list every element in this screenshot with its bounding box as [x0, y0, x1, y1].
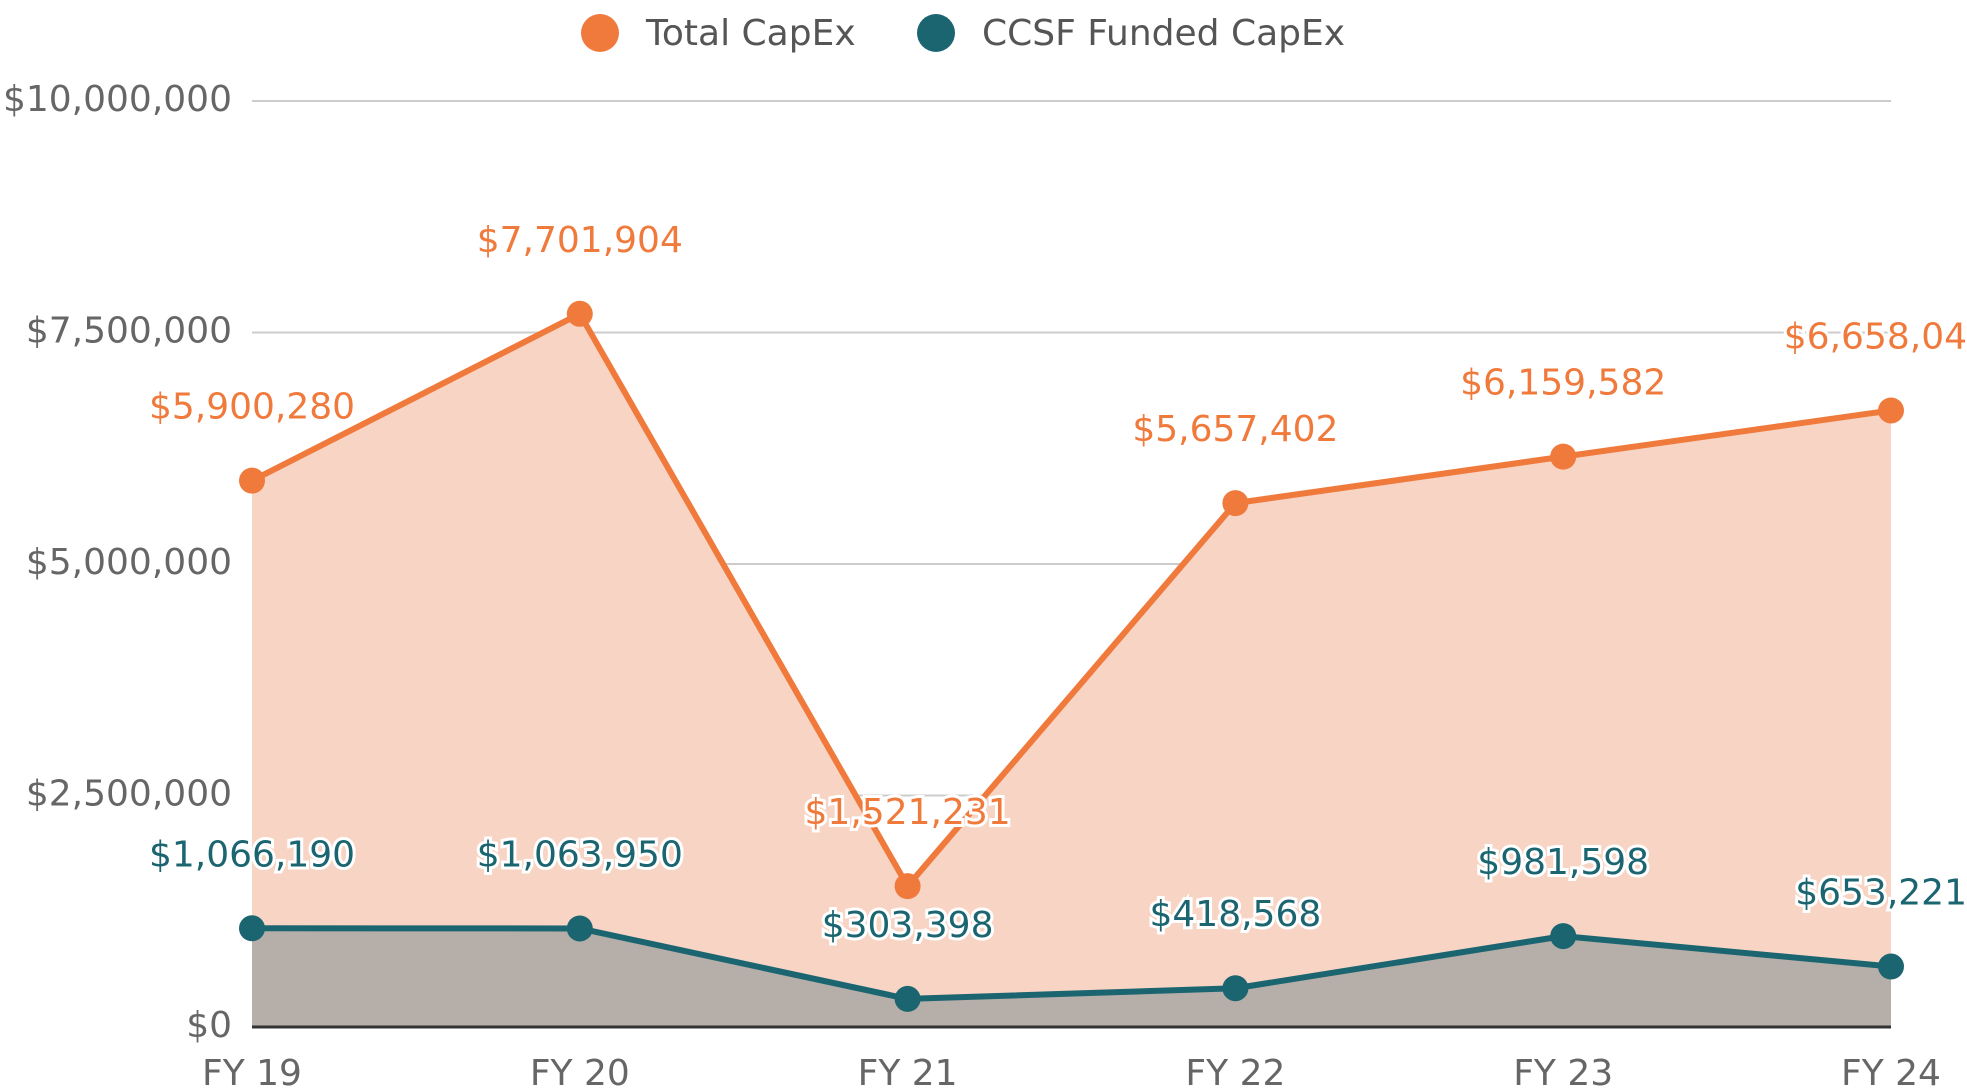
point [1878, 397, 1904, 424]
y-tick-label: $7,500,000 [26, 311, 232, 352]
point [566, 300, 593, 327]
y-tick-label: $10,000,000 [3, 79, 232, 120]
y-tick-label: $2,500,000 [26, 774, 232, 815]
data-label: $981,598 [1477, 842, 1649, 883]
point [1222, 490, 1249, 517]
x-tick-label: FY 22 [1185, 1053, 1285, 1090]
data-label: $6,159,582 [1460, 363, 1666, 404]
x-tick-label: FY 20 [530, 1053, 630, 1090]
line [250, 310, 1892, 890]
y-tick-label: $5,000,000 [26, 542, 232, 583]
x-tick-label: FY 21 [858, 1053, 958, 1090]
x-tick-label: FY 24 [1841, 1053, 1941, 1090]
point [566, 915, 593, 942]
legend-marker [917, 14, 955, 52]
point [1550, 923, 1577, 950]
point [1878, 953, 1904, 980]
point [894, 873, 921, 900]
x-tick-label: FY 23 [1513, 1053, 1613, 1090]
point [894, 985, 921, 1012]
area [252, 928, 1891, 1027]
y-tick-label: $0 [186, 1005, 232, 1046]
point [1222, 975, 1249, 1002]
legend-marker [581, 14, 619, 52]
data-label: $5,657,402 [1132, 409, 1338, 450]
data-label: $653,221 [1795, 873, 1967, 914]
point [1550, 443, 1577, 470]
data-label: $418,568 [1150, 894, 1322, 935]
data-label: $5,900,280 [149, 387, 355, 428]
data-label: $7,701,904 [477, 220, 683, 261]
legend-label: CCSF Funded CapEx [982, 13, 1345, 54]
line [251, 925, 1892, 1002]
point [239, 915, 265, 942]
point [239, 467, 265, 494]
x-tick-label: FY 19 [202, 1053, 302, 1090]
area [252, 313, 1891, 1027]
legend-label: Total CapEx [645, 13, 856, 54]
data-label: $6,658,04 [1784, 316, 1967, 357]
data-label: $303,398 [822, 905, 994, 946]
data-label: $1,066,190 [149, 834, 355, 875]
data-label: $1,063,950 [477, 834, 683, 875]
data-label: $1,521,231 [805, 792, 1011, 833]
